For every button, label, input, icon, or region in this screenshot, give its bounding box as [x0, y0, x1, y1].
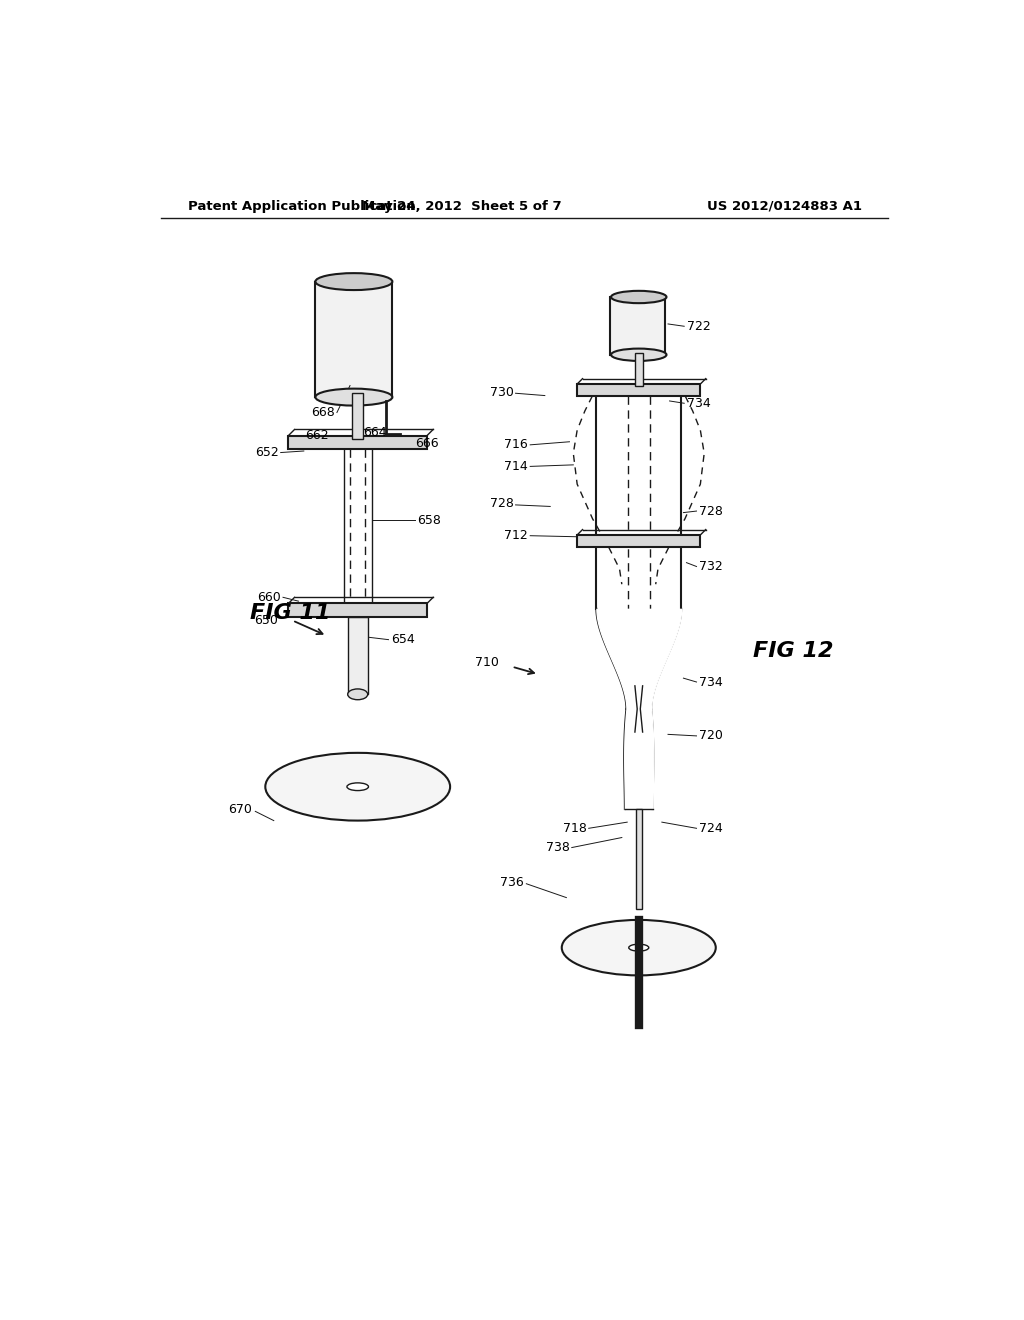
- Text: May 24, 2012  Sheet 5 of 7: May 24, 2012 Sheet 5 of 7: [361, 199, 561, 213]
- Text: 670: 670: [228, 803, 252, 816]
- Text: 722: 722: [686, 319, 711, 333]
- Text: FIG 11: FIG 11: [250, 603, 331, 623]
- Text: 666: 666: [416, 437, 439, 450]
- Ellipse shape: [629, 944, 649, 952]
- Text: 734: 734: [686, 397, 711, 409]
- Text: 736: 736: [500, 875, 523, 888]
- Ellipse shape: [265, 752, 451, 821]
- Bar: [348, 618, 368, 694]
- Bar: [315, 281, 392, 397]
- Bar: [635, 354, 643, 385]
- Text: 724: 724: [698, 822, 723, 834]
- Text: 716: 716: [504, 438, 528, 451]
- Ellipse shape: [315, 388, 392, 405]
- Text: 734: 734: [698, 676, 723, 689]
- Text: 718: 718: [562, 822, 587, 834]
- Text: 728: 728: [698, 504, 723, 517]
- Text: 730: 730: [490, 385, 514, 399]
- Text: 660: 660: [257, 591, 281, 603]
- Text: 654: 654: [391, 634, 415, 647]
- Text: 650: 650: [255, 614, 279, 627]
- Text: 658: 658: [417, 513, 441, 527]
- Ellipse shape: [562, 920, 716, 975]
- Text: Patent Application Publication: Patent Application Publication: [188, 199, 416, 213]
- Text: FIG 12: FIG 12: [753, 642, 834, 661]
- Text: US 2012/0124883 A1: US 2012/0124883 A1: [707, 199, 862, 213]
- Ellipse shape: [347, 783, 369, 791]
- Ellipse shape: [348, 689, 368, 700]
- Ellipse shape: [315, 273, 392, 290]
- Text: 732: 732: [698, 560, 723, 573]
- Text: 664: 664: [364, 426, 387, 440]
- Bar: [289, 603, 427, 618]
- Text: 710: 710: [475, 656, 499, 669]
- Text: 720: 720: [698, 730, 723, 742]
- Ellipse shape: [611, 290, 667, 304]
- Text: 668: 668: [311, 407, 335, 418]
- Bar: [578, 535, 700, 548]
- Ellipse shape: [611, 348, 667, 360]
- Text: 662: 662: [305, 429, 330, 442]
- Text: 652: 652: [255, 446, 279, 459]
- Bar: [289, 436, 427, 450]
- Text: 738: 738: [546, 841, 569, 854]
- Text: 714: 714: [504, 459, 528, 473]
- Bar: [609, 297, 665, 355]
- Bar: [352, 393, 364, 440]
- Text: 728: 728: [490, 496, 514, 510]
- Bar: [636, 809, 642, 909]
- Bar: [578, 384, 700, 396]
- Text: 712: 712: [504, 529, 528, 543]
